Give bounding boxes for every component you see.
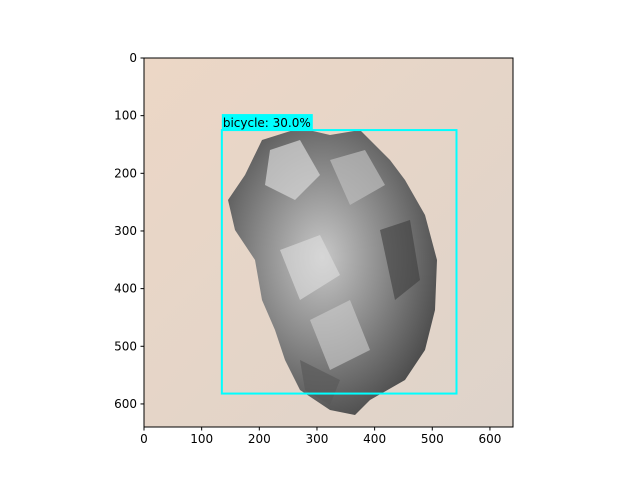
y-tick-label: 400	[114, 282, 137, 296]
x-tick-label: 500	[421, 432, 444, 446]
box-label: bicycle: 30.0%	[223, 116, 311, 130]
y-tick-label: 0	[129, 51, 137, 65]
y-tick-label: 100	[114, 109, 137, 123]
bounding-box	[220, 129, 458, 395]
y-tick-label: 600	[114, 397, 137, 411]
x-tick-label: 100	[190, 432, 213, 446]
y-tick-label: 300	[114, 224, 137, 238]
x-tick-label: 600	[478, 432, 501, 446]
x-tick-label: 400	[363, 432, 386, 446]
x-tick-label: 300	[306, 432, 329, 446]
axes-frame	[143, 57, 514, 428]
x-tick-label: 200	[248, 432, 271, 446]
label-background	[221, 114, 313, 131]
x-tick-label: 0	[140, 432, 148, 446]
y-tick-label: 500	[114, 339, 137, 353]
y-tick-label: 200	[114, 166, 137, 180]
photo	[144, 58, 513, 427]
